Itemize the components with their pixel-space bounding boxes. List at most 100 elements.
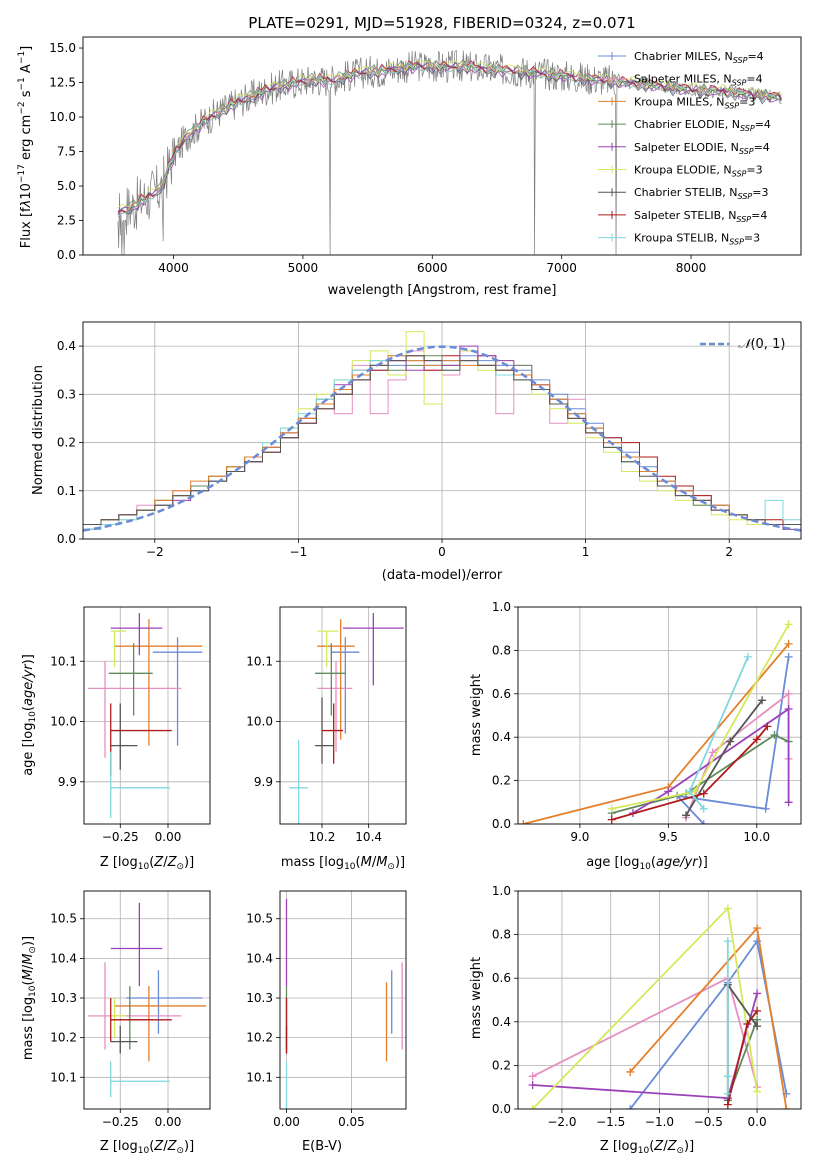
age-mass-axes: 10.2 10.4 9.9 10.0 10.1 [246, 607, 406, 844]
mw-z-marker [753, 924, 762, 933]
mw-age-line [611, 733, 789, 814]
spectrum-ytick-label: 10.0 [49, 110, 76, 124]
legend-count: =3 [746, 164, 762, 177]
mw-z-line [531, 906, 758, 1109]
gaussian-curve [83, 345, 801, 532]
residual-axes: −2 −1 0 1 2 0.0 0.1 0.2 0.3 0.4 [57, 322, 801, 559]
age-mass-ytick-label: 9.9 [254, 775, 273, 789]
spectrum-xlabel: wavelength [Angstrom, rest frame] [328, 283, 557, 298]
residual-ytick-label: 0.3 [57, 387, 76, 401]
age-mass-plot-area [289, 613, 404, 824]
mw-z-xlabel: Z [log10(Z/Z⊙)] [600, 1139, 694, 1156]
age-mass-point [289, 739, 308, 824]
age-z-ytick-label: 10.1 [50, 654, 77, 668]
mw-z-series [528, 974, 762, 1092]
mw-z-ytick-label: 0.4 [492, 1015, 511, 1029]
age-mass-frame [279, 606, 407, 825]
mw-age-series [682, 696, 767, 820]
mass-ebv-ytick-label: 10.3 [246, 991, 273, 1005]
mass-z-ytick-label: 10.5 [50, 912, 77, 926]
mw-age-line [611, 725, 769, 821]
mw-age-marker [784, 798, 793, 807]
residual-ytick-label: 0.0 [57, 532, 76, 546]
age-z-plot-area [87, 613, 203, 818]
spectrum-title: PLATE=0291, MJD=51928, FIBERID=0324, z=0… [248, 14, 635, 32]
mass-ebv-ytick-label: 10.5 [246, 912, 273, 926]
spectrum-ytick-label: 2.5 [57, 214, 76, 228]
legend-subscript: SSP [740, 124, 755, 133]
mw-age-marker [699, 789, 708, 798]
mw-age-marker [752, 735, 761, 744]
residual-ytick-label: 0.4 [57, 339, 76, 353]
mass-ebv-ytick-label: 10.4 [246, 951, 273, 965]
mw-z-series [723, 1006, 762, 1109]
mw-age-ytick-label: 0.2 [492, 774, 511, 788]
mass-ebv-frame [279, 890, 407, 1110]
age-mass-xtick-label: 10.2 [309, 830, 336, 844]
residual-xtick-label: 2 [725, 545, 733, 559]
spectrum-ytick-label: 15.0 [49, 41, 76, 55]
mass-ebv-xlabel: E(B-V) [302, 1139, 342, 1154]
mass-z-frame [83, 890, 211, 1110]
mw-age-line [523, 643, 790, 824]
spectrum-xtick-label: 5000 [288, 261, 319, 275]
spectrum-ytick-label: 0.0 [57, 248, 76, 262]
legend-subscript: SSP [739, 147, 754, 156]
mw-age-series [673, 652, 793, 824]
mass-ebv-xtick-label: 0.05 [338, 1115, 365, 1129]
mw-age-marker [685, 787, 694, 796]
age-mass-xtick-label: 10.4 [355, 830, 382, 844]
legend-subscript: SSP [724, 101, 739, 110]
mw-z-ytick-label: 1.0 [492, 884, 511, 898]
legend-label: Chabrier STELIB, NSSP=3 [634, 186, 768, 201]
mass-z-ytick-label: 10.2 [50, 1031, 77, 1045]
age-z-point [110, 613, 163, 656]
legend-label: Kroupa ELODIE, NSSP=3 [634, 164, 763, 179]
spectrum-axes: 4000 5000 6000 7000 8000 0.0 2.5 5.0 7.5 10.0 12.5… [49, 41, 706, 275]
mw-z-line [532, 993, 758, 1100]
age-z-point [110, 751, 170, 818]
gaussian-legend-label: 𝒩(0, 1) [738, 337, 785, 352]
legend-label: Chabrier ELODIE, NSSP=4 [634, 118, 771, 133]
mw-z-series [626, 924, 791, 1109]
mass-z-point [110, 998, 126, 1038]
age-mass-point [317, 630, 339, 668]
spectrum-ytick-label: 12.5 [49, 76, 76, 90]
mass-z-plot-area [87, 902, 207, 1098]
legend-count: =3 [752, 186, 768, 199]
residual-legend: 𝒩(0, 1) [700, 337, 785, 352]
mw-age-line [611, 623, 790, 810]
mass-z-xtick-label: 0.00 [155, 1115, 182, 1129]
legend-count: =4 [746, 73, 762, 86]
mw-z-plot-area [528, 904, 791, 1109]
mw-age-marker [682, 811, 691, 820]
residual-xtick-label: −2 [146, 545, 164, 559]
mw-z-marker [753, 1087, 762, 1096]
mass-z-point [110, 902, 163, 987]
age-mass-ytick-label: 10.1 [246, 654, 273, 668]
mw-age-marker [743, 652, 752, 661]
mw-age-ylabel: mass weight [469, 674, 484, 756]
spectrum-legend: Chabrier MILES, NSSP=4 Salpeter MILES, NS… [598, 50, 771, 247]
mw-z-ylabel: mass weight [469, 957, 484, 1039]
age-mass-point [315, 643, 346, 716]
mw-age-line [674, 656, 790, 824]
legend-count: =3 [739, 95, 755, 108]
age-z-point [110, 703, 138, 770]
age-z-xtick-label: 0.00 [155, 830, 182, 844]
mw-age-ytick-label: 0.0 [492, 817, 511, 831]
mw-age-marker [758, 696, 767, 705]
mass-z-ytick-label: 10.3 [50, 991, 77, 1005]
mw-age-ytick-label: 1.0 [492, 600, 511, 614]
mw-age-marker [708, 748, 717, 757]
legend-count: =4 [747, 50, 763, 63]
mass-z-point [110, 1061, 170, 1098]
mw-z-series [723, 937, 732, 1098]
residual-ylabel: Normed distribution [31, 365, 46, 495]
mass-ebv-axes: 0.00 0.05 10.1 10.2 10.3 10.4 10.5 [246, 891, 406, 1129]
mass-ebv-plot-area [285, 898, 403, 1109]
spectrum-model-line [117, 60, 782, 217]
age-z-frame [83, 606, 211, 825]
mw-age-marker [726, 737, 735, 746]
